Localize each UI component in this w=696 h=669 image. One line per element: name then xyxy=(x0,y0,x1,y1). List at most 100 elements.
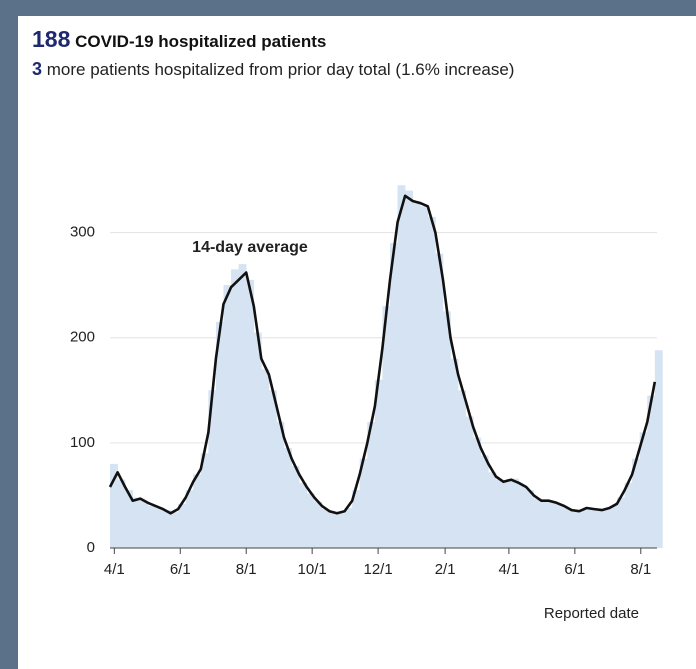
bar xyxy=(246,279,255,548)
bar xyxy=(571,511,580,548)
bar xyxy=(253,332,262,548)
bar xyxy=(435,253,444,548)
bar xyxy=(132,497,141,548)
bar xyxy=(624,482,633,548)
bar xyxy=(344,508,353,548)
x-tick-label: 4/1 xyxy=(498,561,519,578)
bar xyxy=(639,432,648,548)
bar xyxy=(208,390,217,548)
title: 188 COVID-19 hospitalized patients xyxy=(32,26,514,53)
bar xyxy=(548,501,557,548)
bar xyxy=(185,490,194,548)
bar xyxy=(140,500,149,548)
bar xyxy=(162,510,171,548)
bar xyxy=(609,505,618,548)
bar xyxy=(533,498,542,548)
bar xyxy=(223,285,232,548)
title-text: COVID-19 hospitalized patients xyxy=(75,32,327,51)
bar xyxy=(178,503,186,548)
bar xyxy=(170,512,179,548)
bar xyxy=(117,479,126,548)
bar xyxy=(231,269,239,548)
x-tick-label: 8/1 xyxy=(630,561,651,578)
card: 188 COVID-19 hospitalized patients 3 mor… xyxy=(18,16,696,669)
bar xyxy=(299,482,308,548)
bar xyxy=(632,458,641,548)
bar xyxy=(617,497,625,548)
bar xyxy=(276,421,285,548)
bar xyxy=(367,421,376,548)
bar xyxy=(564,508,572,548)
bar xyxy=(155,508,164,548)
bar xyxy=(389,243,398,549)
bar xyxy=(337,513,345,548)
bar xyxy=(488,472,497,548)
bar xyxy=(268,390,277,548)
y-tick-label: 300 xyxy=(70,224,95,241)
x-tick-label: 4/1 xyxy=(104,561,125,578)
y-tick-label: 100 xyxy=(70,434,95,451)
bar xyxy=(110,463,118,548)
subtitle: 3 more patients hospitalized from prior … xyxy=(32,59,514,80)
x-tick-label: 6/1 xyxy=(564,561,585,578)
y-tick-label: 0 xyxy=(87,539,95,556)
bar xyxy=(193,474,202,548)
line xyxy=(108,194,657,515)
bar xyxy=(382,306,391,548)
plot: 0 100 200 300 4/1 6/1 8/1 10/1 12/1 2/1 4/1 6/1 8/1 xyxy=(70,185,663,578)
bar xyxy=(503,480,512,548)
bar xyxy=(579,510,588,548)
subtitle-value: 3 xyxy=(32,59,43,79)
bar xyxy=(556,503,565,548)
bar xyxy=(291,465,300,548)
bar xyxy=(359,458,368,548)
bar xyxy=(526,490,535,548)
bar xyxy=(458,390,466,548)
bar xyxy=(465,416,474,548)
bar xyxy=(442,311,451,548)
bar xyxy=(480,455,489,548)
bar xyxy=(420,206,429,549)
bar xyxy=(200,453,209,548)
bar xyxy=(314,501,323,548)
bar xyxy=(427,216,436,549)
bar xyxy=(397,185,406,548)
x-axis-label: Reported date xyxy=(544,605,639,622)
bar xyxy=(647,395,656,548)
bar xyxy=(412,201,421,548)
bar xyxy=(306,493,315,548)
bar xyxy=(601,509,610,548)
subtitle-text: more patients hospitalized from prior da… xyxy=(46,60,515,79)
x-tick-label: 6/1 xyxy=(170,561,191,578)
bar xyxy=(352,490,361,548)
bar xyxy=(586,508,595,548)
bar xyxy=(518,484,527,548)
bar xyxy=(450,358,459,548)
bar xyxy=(125,490,134,548)
bar xyxy=(147,505,156,548)
bar xyxy=(329,512,338,548)
bar xyxy=(654,350,663,548)
title-value: 188 xyxy=(32,26,71,52)
bar xyxy=(541,501,550,548)
x-tick-label: 12/1 xyxy=(363,561,392,578)
x-tick-label: 8/1 xyxy=(236,561,257,578)
x-tick-label: 10/1 xyxy=(298,561,327,578)
bar xyxy=(238,264,247,548)
line-annotation: 14-day average xyxy=(192,239,308,256)
bar xyxy=(594,509,603,548)
bar xyxy=(511,478,519,548)
x-tick-label: 2/1 xyxy=(435,561,456,578)
bar xyxy=(321,509,330,548)
bar xyxy=(374,379,383,548)
bar xyxy=(284,448,292,548)
header: 188 COVID-19 hospitalized patients 3 mor… xyxy=(32,26,514,80)
bar xyxy=(473,437,482,548)
bar xyxy=(405,190,413,548)
bar xyxy=(495,479,504,548)
bar xyxy=(215,321,224,548)
y-tick-label: 200 xyxy=(70,329,95,346)
bar xyxy=(261,369,270,548)
